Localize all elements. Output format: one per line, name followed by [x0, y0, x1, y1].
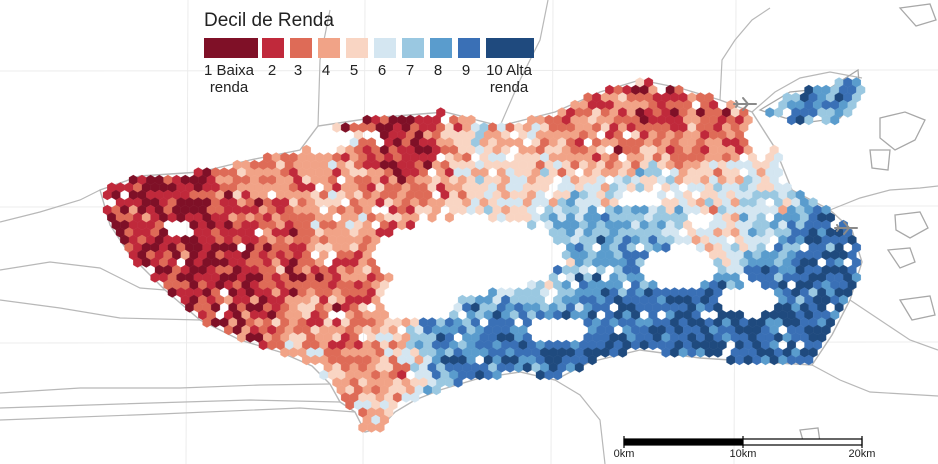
- hex-cell-decile-8: [492, 369, 502, 381]
- hex-cell-decile-10: [587, 354, 597, 366]
- legend-swatch-decile-9: [458, 38, 480, 58]
- hex-cell-decile-8: [830, 114, 840, 126]
- coastline: [869, 149, 891, 171]
- hex-cell-decile-7: [527, 219, 537, 231]
- legend-label-line1: 4: [321, 62, 331, 79]
- hex-cell-decile-4: [375, 422, 385, 433]
- coastline: [894, 211, 929, 239]
- coastline: [898, 3, 937, 27]
- legend-swatch-decile-2: [262, 38, 284, 58]
- boundary-line: [719, 7, 771, 101]
- legend-swatch-decile-7: [402, 38, 424, 58]
- coastline: [886, 247, 916, 269]
- airports: [733, 97, 858, 235]
- scale-bar-label: 10km: [729, 448, 757, 460]
- hex-cell-decile-4: [427, 212, 437, 223]
- legend-label-decile-7: 7: [380, 62, 440, 79]
- legend-label-decile-2: 2: [242, 62, 302, 79]
- legend-label-line1: 9: [461, 62, 471, 79]
- legend-label-line1: 5: [349, 62, 359, 79]
- airport-icon: [733, 97, 757, 111]
- legend-label-line1: 6: [377, 62, 387, 79]
- hex-cell-decile-2: [384, 227, 394, 238]
- legend-label-decile-6: 6: [352, 62, 412, 79]
- airport-icon: [834, 221, 858, 235]
- legend-label-line1: 2: [267, 62, 277, 79]
- hexagon-layer: [102, 77, 866, 433]
- scale-bar-label: 20km: [848, 448, 876, 460]
- hex-cell-decile-9: [453, 377, 463, 388]
- hex-cell-decile-10: [618, 347, 628, 358]
- boundary-line: [811, 364, 938, 397]
- boundary-line: [849, 299, 938, 351]
- boundary-line: [317, 9, 331, 127]
- legend-label-line1: 7: [405, 62, 415, 79]
- legend-swatch-decile-1: [204, 38, 258, 58]
- scale-bar-black-segment: [624, 439, 743, 445]
- hex-cell-decile-5: [644, 182, 654, 193]
- legend-swatch-decile-6: [374, 38, 396, 58]
- legend-swatch-decile-5: [346, 38, 368, 58]
- legend-label-decile-4: 4: [296, 62, 356, 79]
- hex-cell-decile-4: [444, 212, 454, 223]
- coastline: [879, 111, 926, 151]
- legend-label-decile-5: 5: [324, 62, 384, 79]
- scale-bar-label: 0km: [613, 448, 635, 460]
- legend-label-line1: 10 Alta: [486, 62, 532, 79]
- legend-label-decile-3: 3: [268, 62, 328, 79]
- legend-label-line2: renda: [209, 79, 249, 96]
- hex-cell-decile-7: [774, 107, 783, 118]
- hex-cell-decile-8: [735, 279, 744, 291]
- hex-cell-decile-9: [661, 242, 671, 253]
- boundary-line: [829, 185, 938, 211]
- boundary-line: [499, 0, 549, 127]
- hex-cell-decile-9: [553, 369, 563, 381]
- hex-cell-decile-7: [804, 114, 814, 126]
- boundary-line: [554, 379, 606, 464]
- hex-cell-decile-8: [765, 107, 775, 118]
- legend-label-line1: 1 Baixa: [203, 62, 255, 79]
- boundary-line: [0, 383, 331, 394]
- legend-label-decile-1: 1 Baixa renda: [199, 62, 259, 96]
- legend-label-line1: 8: [433, 62, 443, 79]
- boundary-line: [0, 399, 341, 409]
- hex-cell-decile-2: [405, 219, 415, 231]
- legend-label-line1: 3: [293, 62, 303, 79]
- legend-title: Decil de Renda: [204, 10, 334, 31]
- hex-cell-decile-1: [340, 122, 350, 133]
- boundary-line: [0, 189, 101, 223]
- boundary-line: [751, 71, 863, 113]
- legend-label-decile-10: 10 Alta renda: [479, 62, 539, 96]
- legend-swatch-decile-4: [318, 38, 340, 58]
- scale-bar: [623, 436, 863, 448]
- legend-swatch-decile-10: [486, 38, 534, 58]
- graticule-line: [0, 69, 938, 72]
- boundary-line: [0, 407, 356, 421]
- hex-cell-decile-7: [843, 107, 853, 118]
- coastline: [898, 295, 936, 321]
- airport-plane-shape: [834, 221, 858, 235]
- legend-label-decile-8: 8: [408, 62, 468, 79]
- legend-swatch-decile-3: [290, 38, 312, 58]
- hex-cell-decile-7: [431, 384, 441, 396]
- hex-cell-decile-10: [713, 347, 723, 358]
- graticule-line: [185, 0, 189, 464]
- legend-label-line2: renda: [489, 79, 529, 96]
- hex-cell-decile-6: [410, 392, 420, 403]
- airport-plane-shape: [733, 97, 757, 111]
- boundary-line: [0, 261, 166, 291]
- hex-cell-decile-10: [574, 362, 584, 373]
- legend-label-decile-9: 9: [436, 62, 496, 79]
- boundary-line: [0, 299, 201, 321]
- hex-cell-decile-9: [804, 354, 814, 366]
- legend-swatch-decile-8: [430, 38, 452, 58]
